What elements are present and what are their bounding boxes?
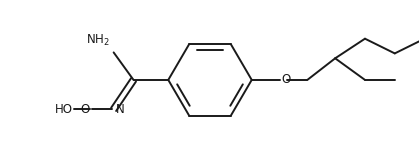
Text: HO: HO: [55, 103, 73, 116]
Text: O: O: [81, 103, 90, 116]
Text: NH$_2$: NH$_2$: [86, 32, 110, 48]
Text: N: N: [116, 103, 124, 116]
Text: O: O: [281, 73, 291, 86]
